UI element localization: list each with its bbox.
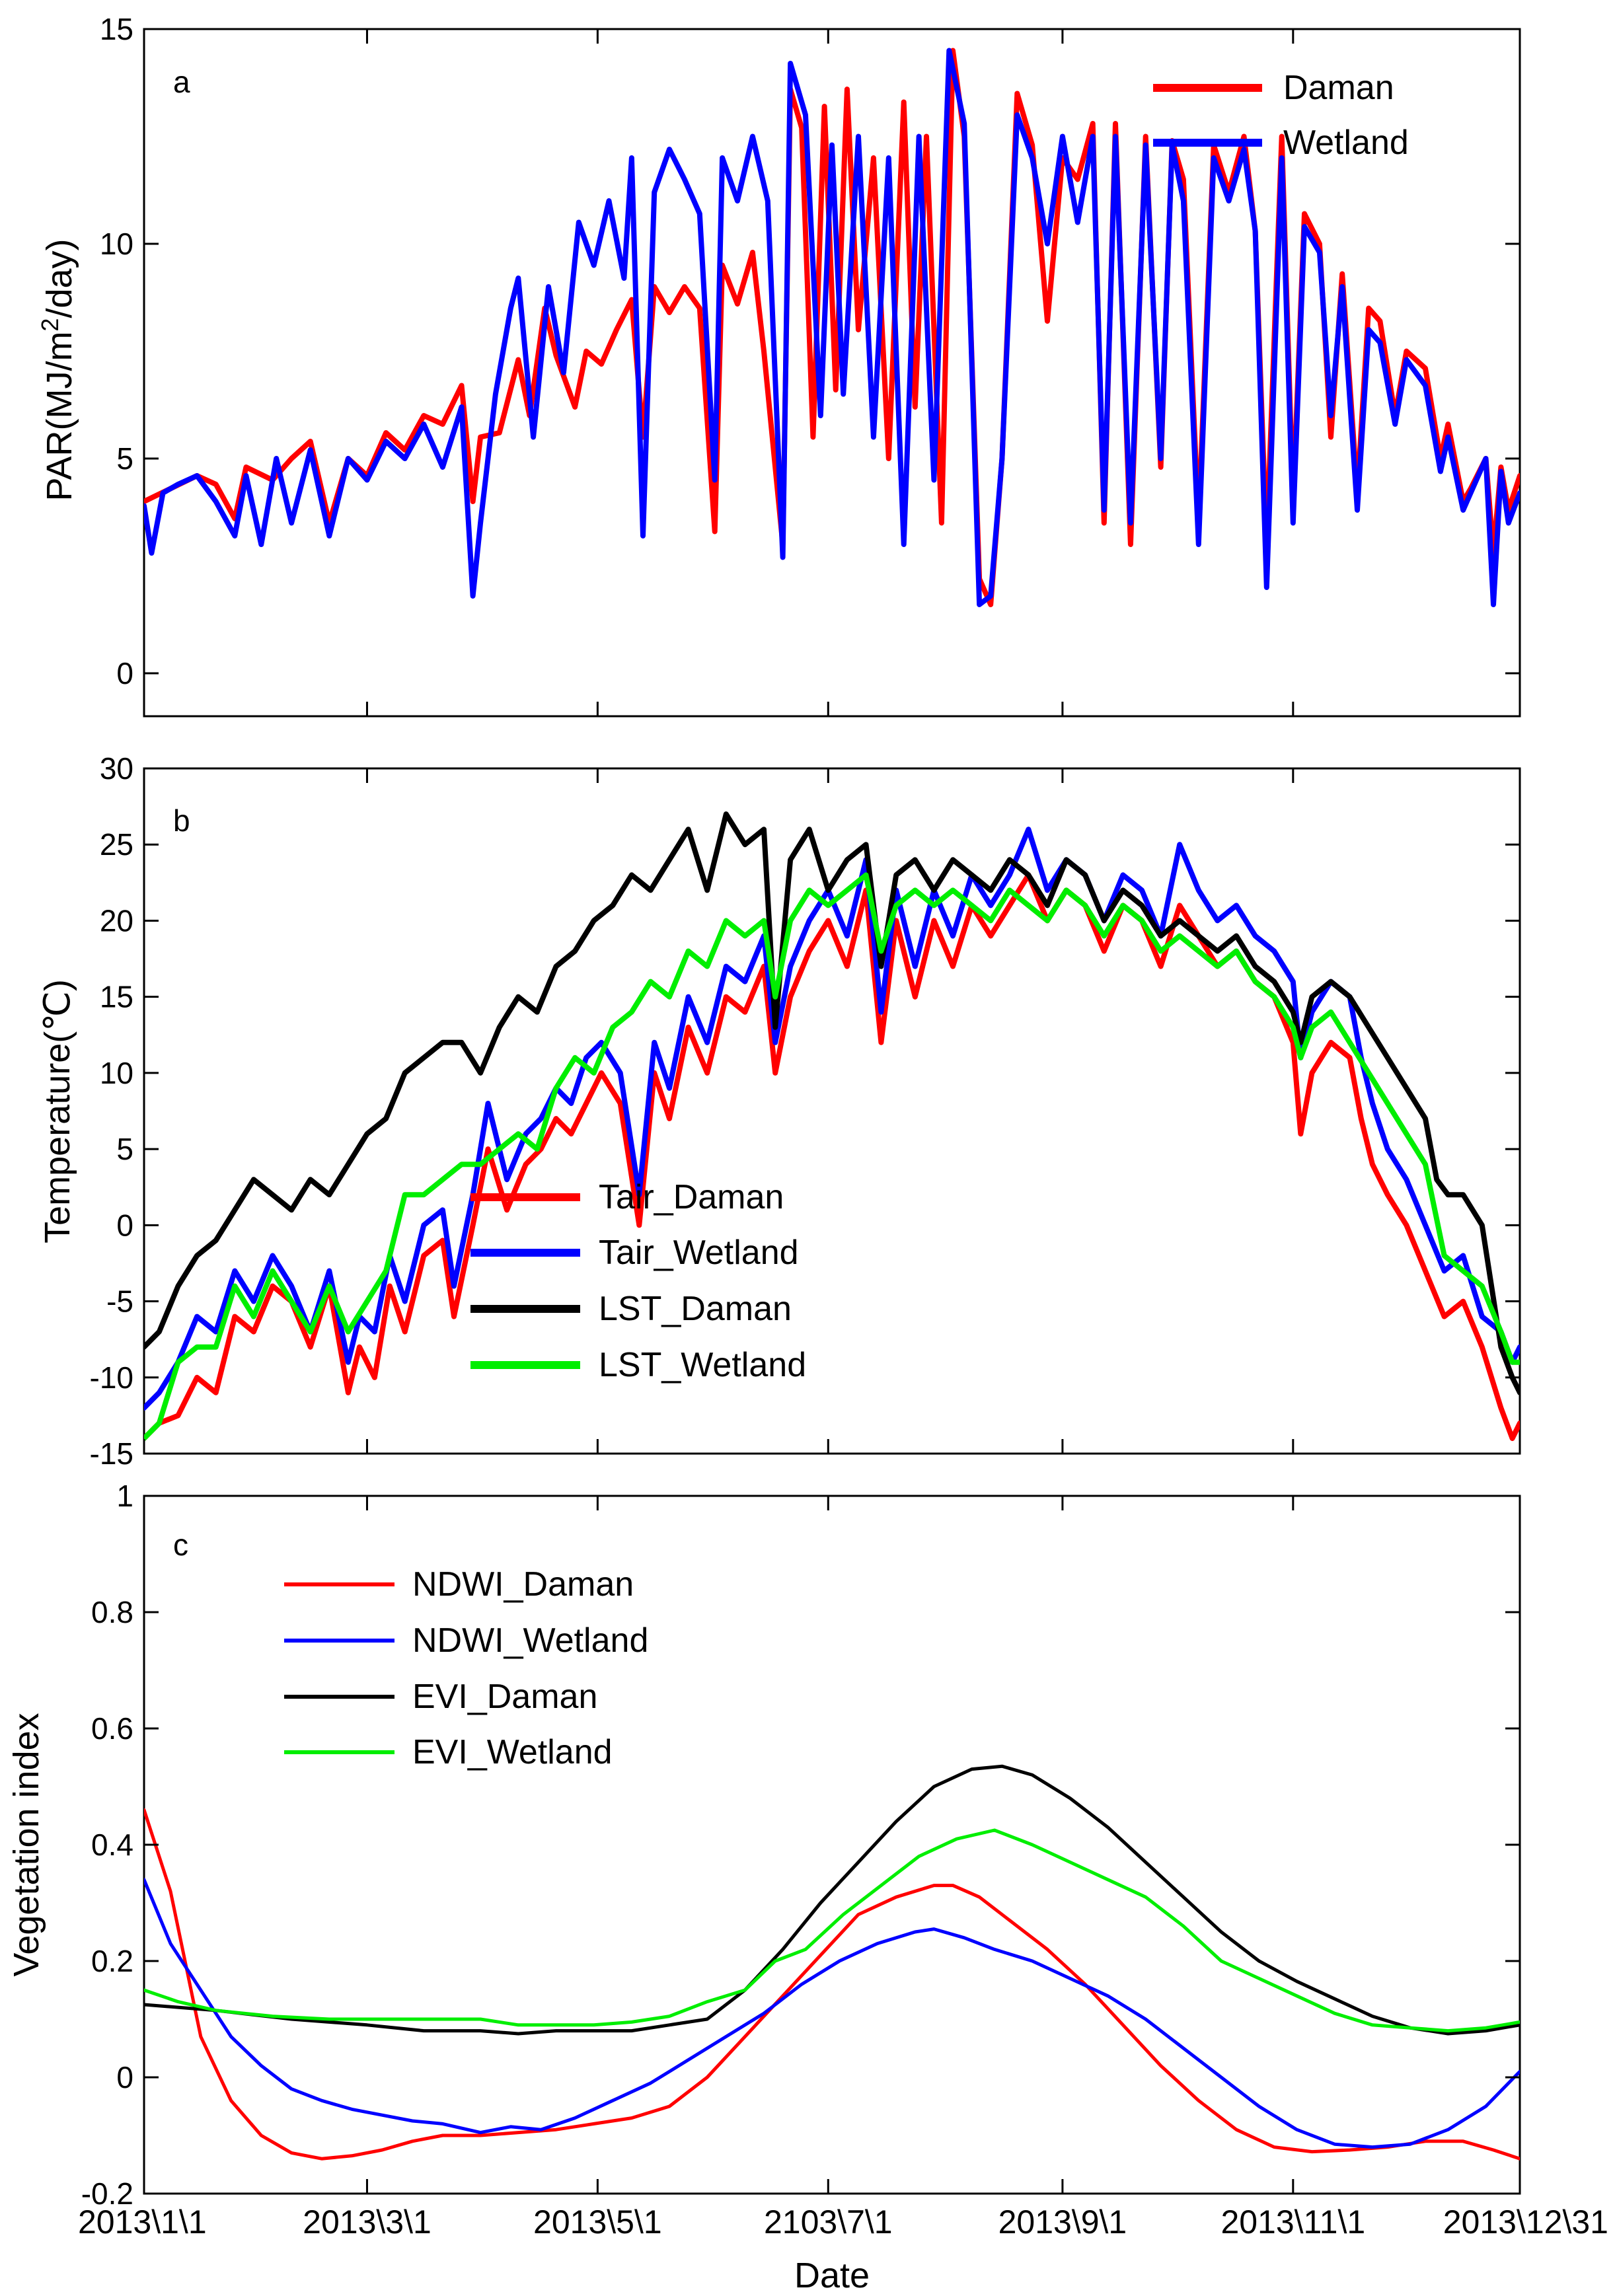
y-tick-label: -15	[90, 1436, 133, 1471]
panel-a-legend: Daman Wetland	[1153, 69, 1409, 162]
legend-label-lst-wetland: LST_Wetland	[599, 1346, 806, 1384]
series-line-evi-daman	[144, 1764, 1520, 2036]
y-tick-label: 25	[100, 827, 133, 862]
series-line-ndwi-daman	[144, 1808, 1520, 2161]
y-tick-label: 0.8	[91, 1595, 133, 1629]
y-tick-label: 15	[100, 12, 133, 46]
legend-label-daman: Daman	[1283, 69, 1394, 107]
x-tick-label: 2013\12\31	[1443, 2203, 1608, 2240]
y-tick-label: 10	[100, 227, 133, 261]
y-tick-label: 0.2	[91, 1944, 133, 1978]
x-tick-label: 2013\3\1	[303, 2203, 432, 2240]
legend-label-evi-wetland: EVI_Wetland	[412, 1733, 613, 1771]
panel-c-letter: c	[173, 1528, 188, 1562]
panel-b-legend: Tair_Daman Tair_Wetland LST_Daman LST_We…	[470, 1178, 806, 1384]
y-tick-label: 10	[100, 1056, 133, 1090]
panel-c-vegetation: -0.2 0 0.2 0.4 0.6 0.8 1 2013\1\1 2013\3\1 2013\5…	[7, 1479, 1608, 2295]
y-tick-label: 1	[116, 1479, 133, 1513]
legend-label-wetland: Wetland	[1283, 124, 1409, 162]
panel-c-series	[144, 1764, 1520, 2161]
y-tick-label: -5	[106, 1284, 133, 1319]
x-tick-label: 2013\11\1	[1221, 2203, 1365, 2240]
y-tick-label: 0	[116, 1208, 133, 1242]
panel-a-y-axis-label: PAR(MJ/m2/day)	[36, 239, 80, 501]
x-tick-label: 2013\5\1	[533, 2203, 662, 2240]
legend-label-evi-daman: EVI_Daman	[412, 1678, 597, 1716]
legend-label-ndwi-wetland: NDWI_Wetland	[412, 1621, 648, 1660]
y-tick-label: 15	[100, 980, 133, 1014]
series-line-evi-wetland	[144, 1828, 1520, 2033]
y-tick-label: 30	[100, 751, 133, 786]
x-tick-label: 2013\9\1	[998, 2203, 1127, 2240]
legend-label-tair-wetland: Tair_Wetland	[599, 1234, 799, 1272]
panel-b-frame	[143, 767, 1521, 1455]
panel-c-frame	[143, 1495, 1521, 2195]
x-tick-label: 2103\7\1	[764, 2203, 893, 2240]
panel-b-series	[144, 811, 1520, 1441]
y-tick-label: -10	[90, 1360, 133, 1395]
panel-a-par: 0 5 10 15 a PAR(MJ/m2/day) Daman Wetland	[36, 12, 1521, 718]
panel-a-ticks: 0 5 10 15	[100, 12, 1521, 716]
panel-c-x-axis-label: Date	[794, 2256, 870, 2295]
series-line-tair-daman	[144, 872, 1520, 1441]
series-line-lst-daman	[144, 811, 1520, 1395]
series-line-wetland	[144, 48, 1520, 607]
panel-b-y-axis-label: Temperature(℃)	[38, 979, 77, 1243]
panel-b-letter: b	[173, 803, 190, 838]
x-tick-label: 2013\1\1	[78, 2203, 207, 2240]
y-tick-label: 0	[116, 656, 133, 690]
panel-a-frame	[143, 28, 1521, 718]
legend-label-ndwi-daman: NDWI_Daman	[412, 1565, 634, 1604]
y-tick-label: 20	[100, 903, 133, 938]
legend-label-lst-daman: LST_Daman	[599, 1290, 792, 1328]
panel-a-series	[144, 48, 1520, 607]
panel-a-letter: a	[173, 65, 190, 99]
panel-b-ticks: -15 -10 -5 0 5 10 15 20 25 30	[90, 751, 1521, 1471]
series-line-ndwi-wetland	[144, 1878, 1520, 2149]
y-tick-label: -0.2	[81, 2176, 133, 2211]
panel-c-ticks: -0.2 0 0.2 0.4 0.6 0.8 1 2013\1\1 2013\3\1 2013\5…	[78, 1479, 1608, 2240]
y-tick-label: 5	[116, 441, 133, 476]
y-tick-label: 0.6	[91, 1711, 133, 1746]
y-tick-label: 0	[116, 2060, 133, 2094]
series-line-lst-wetland	[144, 872, 1520, 1441]
y-tick-label: 5	[116, 1132, 133, 1166]
legend-label-tair-daman: Tair_Daman	[599, 1178, 784, 1216]
series-line-tair-wetland	[144, 827, 1520, 1411]
panel-b-temperature: -15 -10 -5 0 5 10 15 20 25 30 b Temperature(℃) Ta…	[38, 751, 1521, 1471]
panel-c-y-axis-label: Vegetation index	[7, 1713, 46, 1976]
panel-c-legend: NDWI_Daman NDWI_Wetland EVI_Daman EVI_We…	[284, 1565, 648, 1771]
y-tick-label: 0.4	[91, 1828, 133, 1862]
